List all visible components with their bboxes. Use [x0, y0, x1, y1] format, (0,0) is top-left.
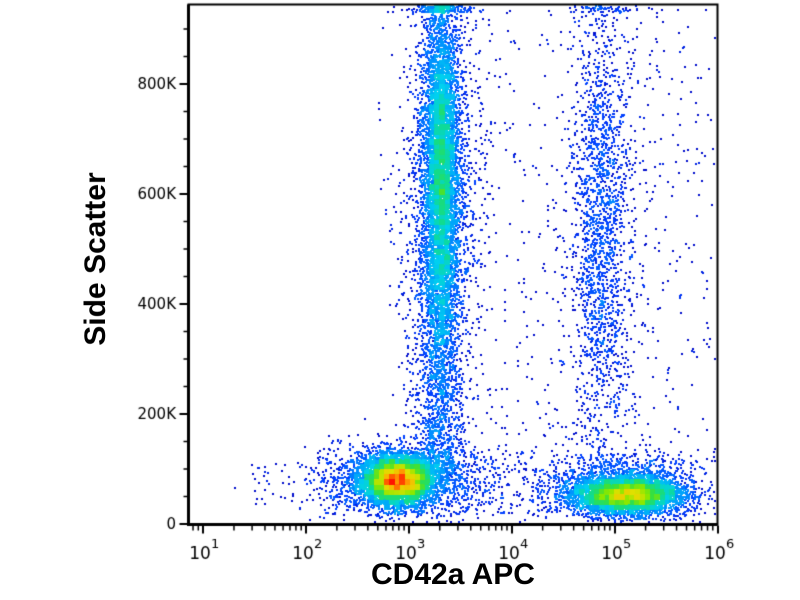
- y-axis-label: Side Scatter: [79, 172, 112, 346]
- x-axis-label: CD42a APC: [371, 558, 535, 591]
